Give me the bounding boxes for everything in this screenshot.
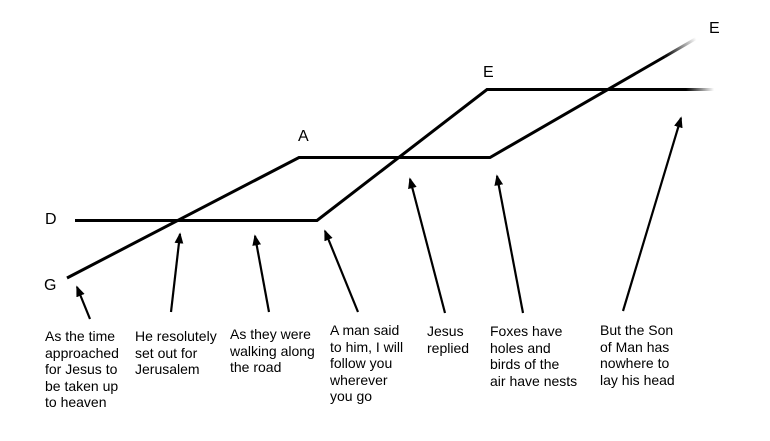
pitch-d-label: D [45,211,57,228]
caption-block-1: As the time approached for Jesus to be take… [45,328,119,411]
pitch-g-label: G [44,277,57,294]
caption-line: birds of the [490,356,560,372]
caption-block-2: He resolutely set out for Jerusalem [135,328,217,378]
caption-line: air have nests [490,372,578,389]
arrow-to-a-line-end [494,174,525,314]
caption-line: to him, I will [330,338,404,355]
caption-line: nowhere to [600,355,670,371]
caption-line: He resolutely [135,328,217,344]
caption-line: be taken up [45,377,119,394]
caption-line: set out for [135,344,198,361]
arrow-to-g-start [75,285,92,320]
caption-block-5: Jesus replied [427,323,469,356]
caption-line: But the Son [600,322,674,338]
caption-line: wherever [330,371,388,388]
caption-line: to heaven [45,394,107,410]
pitch-e-middle-label: E [483,64,494,81]
arrow-to-d-line [252,234,271,313]
caption-line: lay his head [600,371,675,388]
arrow-to-rise-mid [408,177,447,314]
caption-line: approached [45,344,119,361]
caption-block-4: A man said to him, I will follow you wherev… [330,322,403,405]
caption-line: follow you [330,355,393,371]
caption-line: replied [427,339,470,356]
caption-line: As the time [45,328,116,344]
caption-line: for Jesus to [45,361,118,377]
contour-g-a-e [66,55,666,280]
pitch-a-label: A [298,128,309,145]
caption-line: As they were [230,326,311,342]
caption-line: the road [230,359,282,375]
caption-line: you go [330,388,373,404]
caption-line: Jerusalem [135,361,200,377]
caption-line: A man said [330,322,400,338]
caption-block-7: But the Son of Man has nowhere to lay his h… [600,322,675,388]
caption-line: holes and [490,339,551,356]
pitch-e-top-label: E [709,20,720,37]
contour-g-a-e-fade-tail [664,37,697,58]
caption-block-3: As they were walking along the road [230,326,315,376]
caption-line: Jesus [427,323,464,339]
caption-block-6: Foxes have holes and birds of the air have … [490,323,577,389]
caption-line: walking along [230,342,315,359]
arrow-to-d-rise [323,229,360,313]
caption-line: Foxes have [490,323,563,339]
contour-d-e [75,88,686,222]
arrow-to-e-line-end [621,116,683,312]
caption-line: of Man has [600,338,670,355]
arrow-to-d-crossing [169,232,184,313]
